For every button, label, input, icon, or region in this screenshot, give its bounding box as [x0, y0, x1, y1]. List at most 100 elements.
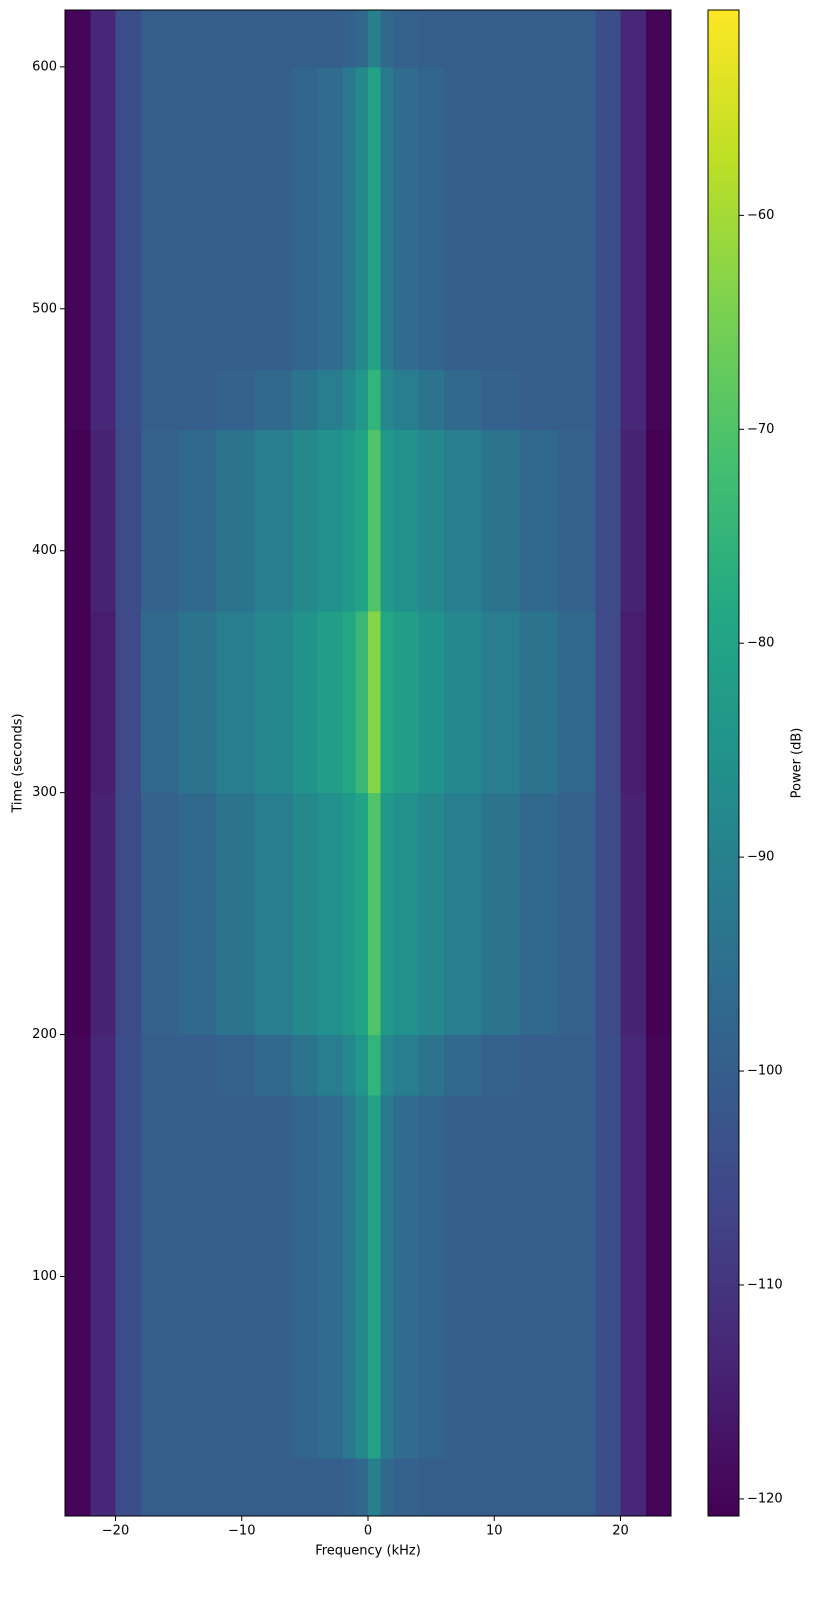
heat-cell — [140, 732, 180, 794]
heat-cell — [519, 490, 558, 552]
heat-cell — [418, 550, 445, 612]
heat-cell — [254, 1397, 293, 1459]
heat-cell — [90, 1397, 116, 1459]
heat-cell — [355, 308, 369, 370]
heat-cell — [557, 429, 596, 491]
heat-cell — [65, 66, 91, 128]
heat-cell — [178, 853, 217, 915]
heat-cell — [178, 248, 217, 310]
heat-cell — [216, 1336, 255, 1398]
heat-cell — [595, 550, 621, 612]
heat-cell — [65, 671, 91, 733]
heat-cell — [178, 1034, 217, 1096]
heat-cell — [140, 550, 180, 612]
heat-cell — [443, 671, 483, 733]
heat-cell — [140, 490, 180, 552]
heat-cell — [216, 671, 255, 733]
heat-cell — [595, 913, 621, 975]
heat-cell — [178, 1276, 217, 1338]
heat-cell — [380, 490, 394, 552]
heat-cell — [595, 792, 621, 854]
heat-cell — [380, 1397, 394, 1459]
heat-cell — [65, 1095, 91, 1157]
heat-cell — [368, 66, 382, 128]
heat-cell — [481, 1336, 520, 1398]
heat-cell — [481, 853, 520, 915]
heat-cell — [380, 248, 394, 310]
heat-cell — [380, 913, 394, 975]
heat-cell — [620, 1276, 647, 1338]
heat-cell — [481, 1155, 520, 1217]
heat-cell — [443, 308, 483, 370]
heat-cell — [557, 913, 596, 975]
heat-cell — [90, 127, 116, 189]
heat-cell — [481, 974, 520, 1036]
heat-cell — [355, 1276, 369, 1338]
heat-cell — [178, 974, 217, 1036]
x-axis-label: Frequency (kHz) — [315, 1544, 421, 1559]
heat-cell — [380, 127, 394, 189]
heat-cell — [342, 248, 356, 310]
heat-cell — [216, 187, 255, 249]
heat-cell — [418, 248, 445, 310]
heat-cell — [620, 1095, 647, 1157]
heat-cell — [393, 1276, 419, 1338]
heat-cell — [380, 429, 394, 491]
heat-cell — [65, 127, 91, 189]
heat-cell — [557, 10, 596, 68]
heat-cell — [557, 1457, 596, 1516]
heat-cell — [620, 1457, 647, 1516]
heat-cell — [418, 913, 445, 975]
heat-cell — [393, 127, 419, 189]
heat-cell — [355, 1155, 369, 1217]
heat-cell — [254, 974, 293, 1036]
heat-cell — [557, 1216, 596, 1277]
heat-cell — [254, 1457, 293, 1516]
heat-cell — [368, 1397, 382, 1459]
heat-cell — [443, 187, 483, 249]
heat-cell — [90, 611, 116, 673]
heat-cell — [481, 66, 520, 128]
colorbar-tick-label: −110 — [747, 1277, 783, 1292]
heat-cell — [481, 1276, 520, 1338]
heat-cell — [254, 248, 293, 310]
heat-cell — [443, 127, 483, 189]
heat-cell — [368, 369, 382, 431]
heat-cell — [140, 429, 180, 491]
heat-cell — [620, 369, 647, 431]
heat-cell — [216, 1276, 255, 1338]
heat-cell — [443, 1034, 483, 1096]
x-tick-label: 20 — [612, 1524, 629, 1539]
heat-cell — [380, 671, 394, 733]
heat-cell — [595, 490, 621, 552]
heat-cell — [292, 308, 318, 370]
heat-cell — [317, 732, 344, 794]
heat-cell — [368, 248, 382, 310]
heat-cell — [620, 66, 647, 128]
heat-cell — [178, 127, 217, 189]
heat-cell — [292, 671, 318, 733]
heat-cell — [342, 308, 356, 370]
heat-cell — [178, 429, 217, 491]
heat-cell — [481, 792, 520, 854]
heat-cell — [368, 1034, 382, 1096]
heat-cell — [481, 913, 520, 975]
heat-cell — [393, 369, 419, 431]
colorbar-tick-label: −60 — [747, 208, 774, 223]
heat-cell — [595, 1397, 621, 1459]
heat-cell — [115, 792, 142, 854]
heat-cell — [317, 66, 344, 128]
heat-cell — [595, 248, 621, 310]
heat-cell — [140, 1276, 180, 1338]
heat-cell — [380, 974, 394, 1036]
heat-cell — [65, 10, 91, 68]
heat-cell — [317, 429, 344, 491]
heat-cell — [355, 974, 369, 1036]
heat-cell — [90, 974, 116, 1036]
heat-cell — [254, 671, 293, 733]
heat-cell — [90, 1216, 116, 1277]
heat-cell — [216, 248, 255, 310]
heat-cell — [140, 1457, 180, 1516]
heat-cell — [317, 913, 344, 975]
heat-cell — [140, 1216, 180, 1277]
